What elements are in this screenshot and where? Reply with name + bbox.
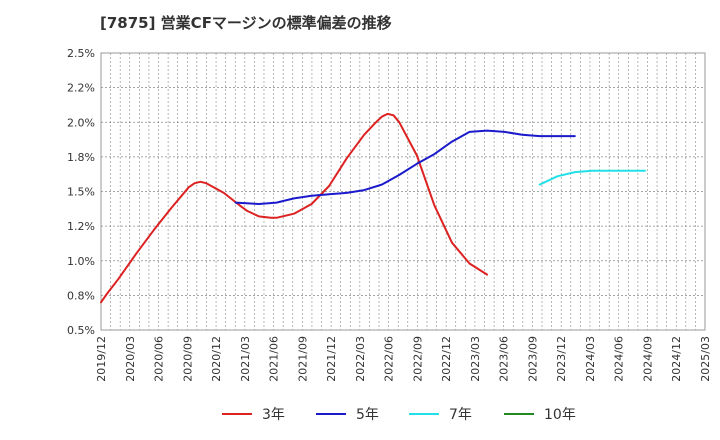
x-tick-label: 2024/06 <box>613 336 626 382</box>
y-tick-label: 1.5% <box>67 186 95 199</box>
x-tick-label: 2023/12 <box>555 336 568 382</box>
legend-label-4: 10年 <box>544 407 576 423</box>
series-line-2 <box>234 129 576 205</box>
y-tick-label: 2.0% <box>67 116 95 129</box>
x-tick-label: 2022/09 <box>411 336 424 382</box>
x-tick-label: 2022/12 <box>440 336 453 382</box>
x-tick-label: 2021/12 <box>325 336 338 382</box>
series-line-3 <box>538 169 646 186</box>
y-tick-label: 1.8% <box>67 151 95 164</box>
x-tick-label: 2023/06 <box>498 336 511 382</box>
series-line-1 <box>100 112 489 304</box>
x-tick-label: 2019/12 <box>95 336 108 382</box>
x-tick-label: 2023/09 <box>526 336 539 382</box>
y-tick-label: 2.2% <box>67 82 95 95</box>
x-tick-label: 2021/06 <box>268 336 281 382</box>
legend-label-2: 5年 <box>356 407 379 423</box>
x-tick-label: 2024/03 <box>584 336 597 382</box>
x-tick-label: 2020/09 <box>181 336 194 382</box>
x-tick-label: 2021/03 <box>239 336 252 382</box>
y-tick-label: 2.5% <box>67 47 95 60</box>
y-tick-label: 1.0% <box>67 255 95 268</box>
x-tick-label: 2020/12 <box>210 336 223 382</box>
legend-label-1: 3年 <box>262 407 285 423</box>
x-tick-label: 2024/09 <box>641 336 654 382</box>
x-tick-label: 2020/03 <box>124 336 137 382</box>
x-tick-label: 2022/06 <box>383 336 396 382</box>
chart-title: [7875] 営業CFマージンの標準偏差の推移 <box>100 14 392 32</box>
legend-label-3: 7年 <box>449 407 472 423</box>
x-tick-label: 2025/03 <box>699 336 712 382</box>
x-tick-label: 2020/06 <box>153 336 166 382</box>
x-tick-label: 2023/03 <box>469 336 482 382</box>
x-tick-label: 2022/03 <box>354 336 367 382</box>
x-tick-label: 2021/09 <box>296 336 309 382</box>
y-tick-label: 1.2% <box>67 220 95 233</box>
y-tick-label: 0.5% <box>67 324 95 337</box>
x-tick-label: 2024/12 <box>670 336 683 382</box>
y-tick-label: 0.8% <box>67 289 95 302</box>
